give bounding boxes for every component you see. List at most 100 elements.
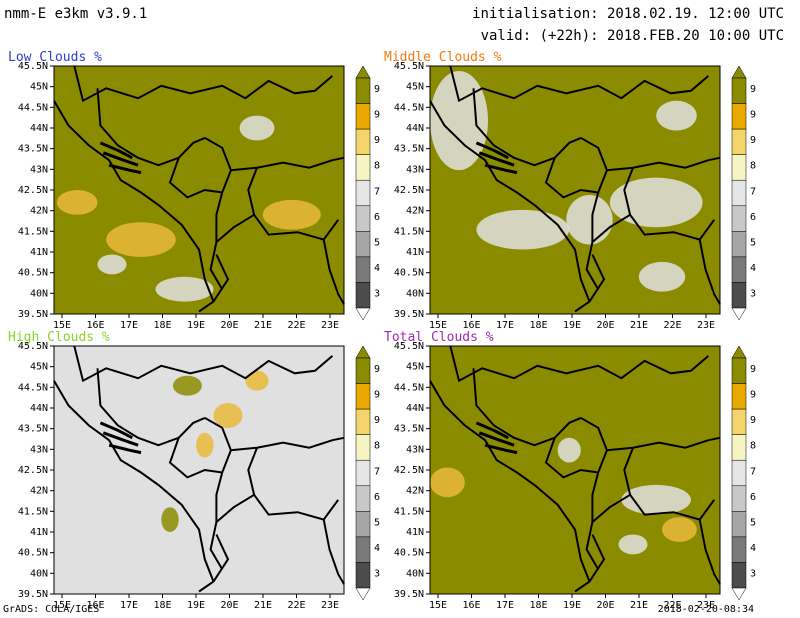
colorbar-segment <box>731 103 747 130</box>
colorbar-label: 60 <box>374 212 380 223</box>
colorbar-segment <box>355 256 371 283</box>
lon-label: 16E <box>462 600 480 611</box>
colorbar-label: 90 <box>750 135 756 146</box>
colorbar-label: 70 <box>750 466 756 477</box>
lon-label: 19E <box>563 320 581 331</box>
lon-label: 23E <box>697 320 715 331</box>
cloud-patch <box>618 534 648 555</box>
colorbar-label: 80 <box>374 441 380 452</box>
colorbar-segment <box>731 434 747 461</box>
country-border <box>215 493 255 523</box>
cloud-patch <box>97 254 127 275</box>
lat-label: 42N <box>406 206 424 217</box>
island <box>99 141 133 160</box>
total-clouds-panel: Total Clouds % 45.5N 45N 44.5N 44N 43.5N 43N 4… <box>376 330 756 612</box>
colorbar-label: 95 <box>374 110 380 121</box>
country-border <box>606 156 721 172</box>
country-border <box>429 100 535 206</box>
lon-label: 23E <box>321 320 339 331</box>
lon-label: 16E <box>462 320 480 331</box>
colorbar-label: 60 <box>750 492 756 503</box>
colorbar-segment <box>355 459 371 487</box>
country-border <box>212 534 230 583</box>
lon-label: 21E <box>630 320 648 331</box>
cloud-patch <box>161 507 179 532</box>
cloud-patch <box>476 209 570 250</box>
colorbar-segment <box>731 408 747 435</box>
lat-label: 40.5N <box>18 268 48 279</box>
country-border <box>247 447 340 521</box>
lat-label: 45.5N <box>18 62 48 72</box>
colorbar-segment <box>731 485 747 512</box>
country-border <box>157 484 215 582</box>
lon-label: 19E <box>187 320 205 331</box>
lon-label: 18E <box>153 600 171 611</box>
cloud-patch <box>262 199 321 230</box>
lat-label: 44N <box>406 123 424 134</box>
colorbar-segment <box>731 511 747 538</box>
lon-label: 18E <box>529 320 547 331</box>
lat-label: 42.5N <box>18 465 48 476</box>
colorbar-bottom-arrow <box>731 307 747 321</box>
lat-label: 42.5N <box>394 185 424 196</box>
country-border <box>53 100 159 206</box>
country-border <box>591 493 631 523</box>
lat-label: 39.5N <box>18 309 48 320</box>
colorbar-label: 99 <box>750 84 756 95</box>
lon-label: 21E <box>254 600 272 611</box>
lat-label: 44N <box>30 123 48 134</box>
lat-label: 40N <box>406 568 424 579</box>
country-border <box>212 254 230 303</box>
colorbar-top-arrow <box>355 345 371 359</box>
colorbar-label: 90 <box>750 415 756 426</box>
country-border <box>322 239 345 305</box>
country-border <box>574 580 591 593</box>
lat-label: 43.5N <box>18 144 48 155</box>
map-figure: 45.5N 45N 44.5N 44N 43.5N 43N 42.5N 42N 41.5N 41N… <box>394 342 756 611</box>
lon-label: 22E <box>287 600 305 611</box>
colorbar-label: 50 <box>750 517 756 528</box>
colorbar-label: 60 <box>374 492 380 503</box>
lon-label: 17E <box>496 600 514 611</box>
colorbar-label: 70 <box>374 186 380 197</box>
lat-label: 40.5N <box>18 548 48 559</box>
cloud-patch <box>213 403 243 428</box>
lat-label: 40N <box>406 288 424 299</box>
country-border <box>698 519 721 585</box>
cloud-patch <box>662 517 697 542</box>
colorbar-segment <box>731 383 747 410</box>
lat-label: 44.5N <box>18 102 48 113</box>
lat-label: 44.5N <box>394 382 424 393</box>
lat-label: 42N <box>30 206 48 217</box>
lat-label: 43N <box>30 164 48 175</box>
colorbar-label: 99 <box>374 84 380 95</box>
colorbar-segment <box>731 179 747 207</box>
country-border <box>591 213 631 243</box>
island <box>484 443 518 455</box>
colorbar-segment <box>731 282 747 309</box>
panel-title: High Clouds % <box>8 330 110 345</box>
lon-label: 22E <box>663 320 681 331</box>
lat-label: 40.5N <box>394 548 424 559</box>
cloud-patch <box>239 115 275 141</box>
cloud-patch <box>106 222 176 257</box>
colorbar-segment <box>731 154 747 181</box>
lon-label: 21E <box>630 600 648 611</box>
colorbar-segment <box>355 77 371 104</box>
lat-label: 43N <box>30 444 48 455</box>
panel-title: Middle Clouds % <box>384 50 502 65</box>
lat-label: 41N <box>30 527 48 538</box>
colorbar-label: 99 <box>750 364 756 375</box>
country-border <box>544 437 599 479</box>
colorbar-segment <box>355 536 371 563</box>
lat-label: 39.5N <box>18 589 48 600</box>
lat-label: 42.5N <box>18 185 48 196</box>
island <box>475 141 509 160</box>
colorbar-top-arrow <box>731 65 747 79</box>
valid-time: valid: (+22h): 2018.FEB.20 10:00 UTC <box>480 28 784 44</box>
lat-label: 43.5N <box>394 144 424 155</box>
lat-label: 45N <box>406 362 424 373</box>
country-border <box>157 204 215 302</box>
lat-label: 43N <box>406 444 424 455</box>
lat-label: 43.5N <box>18 424 48 435</box>
